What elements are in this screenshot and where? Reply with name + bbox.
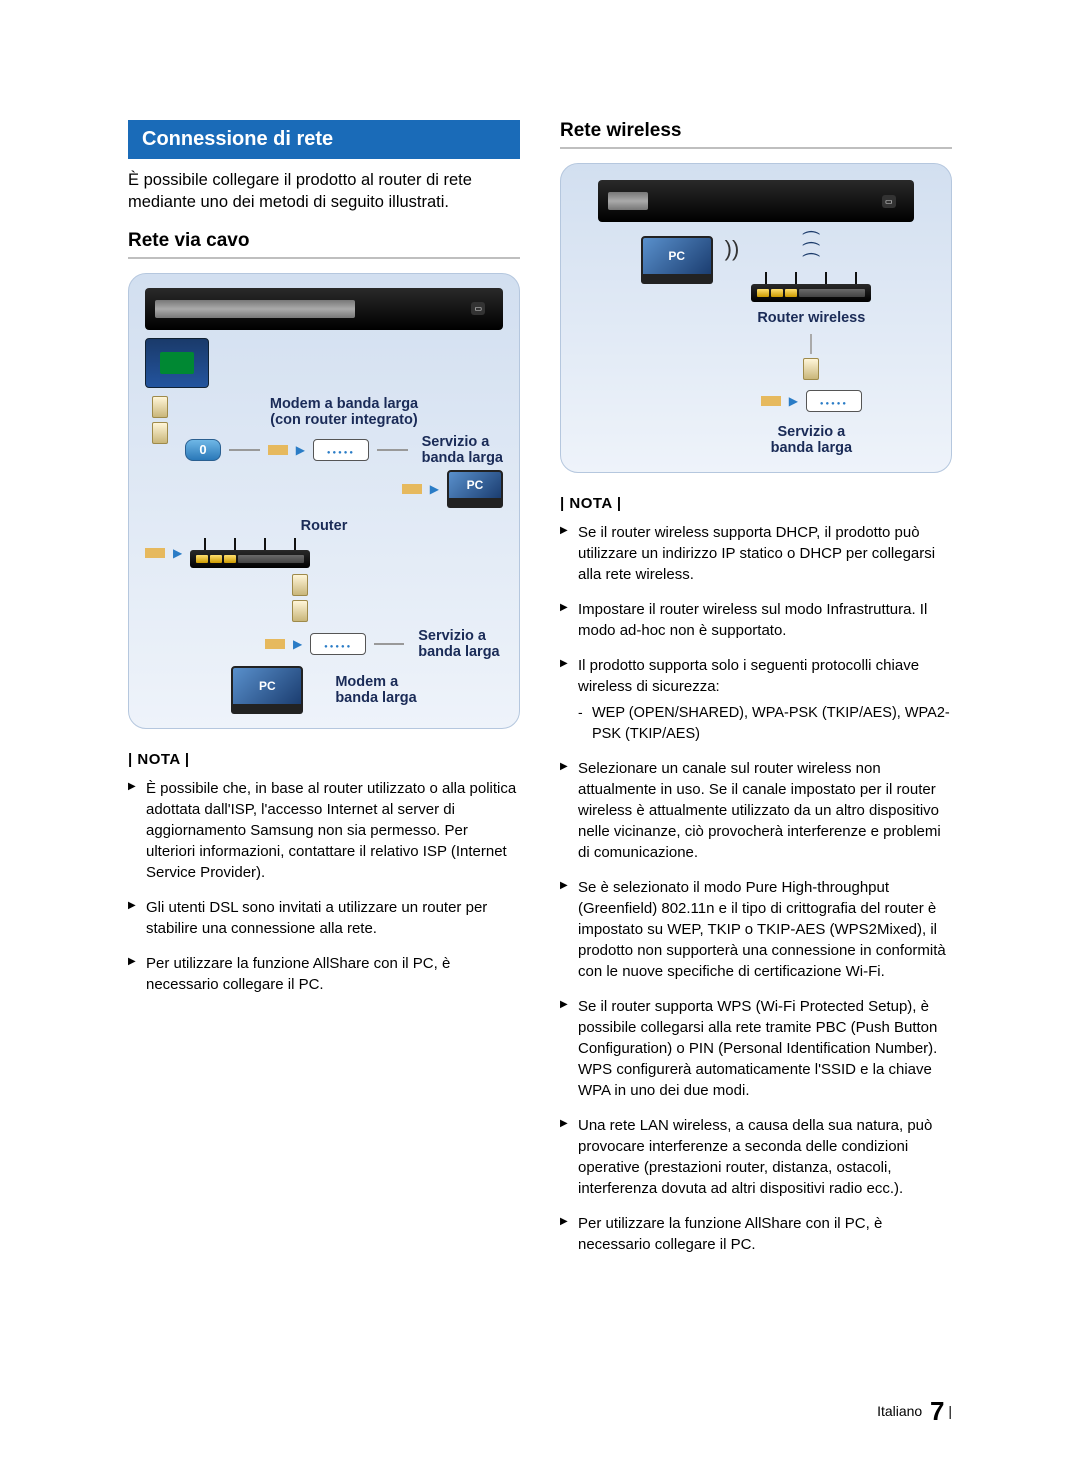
modem-icon: ●●●●● xyxy=(310,633,366,655)
pc-icon: PC xyxy=(641,236,713,284)
note-item: Per utilizzare la funzione AllShare con … xyxy=(128,953,520,995)
arrow-icon: ▶ xyxy=(293,637,302,651)
arrow-icon: ▶ xyxy=(296,443,305,457)
nota-heading-right: | NOTA | xyxy=(560,495,952,512)
port-number-badge: 0 xyxy=(185,439,221,461)
note-item: Se il router wireless supporta DHCP, il … xyxy=(560,522,952,585)
broadband-service-label-2b: banda larga xyxy=(418,644,499,660)
lan-port-block xyxy=(145,338,209,388)
connector-icon xyxy=(268,445,288,455)
note-item: Impostare il router wireless sul modo In… xyxy=(560,599,952,641)
wired-diagram: ▭ Modem a banda larga (con router integr… xyxy=(128,273,520,729)
router-label: Router xyxy=(145,518,503,534)
wireless-router-label: Router wireless xyxy=(757,310,865,326)
rj45-jack-icon xyxy=(803,358,819,380)
right-column: Rete wireless ▭ PC )) ⏜⏜⏜ Router wireles… xyxy=(560,120,952,1269)
network-intro: È possibile collegare il prodotto al rou… xyxy=(128,169,520,214)
nota-heading-left: | NOTA | xyxy=(128,751,520,768)
rj45-jack-icon xyxy=(292,600,308,622)
note-item: È possibile che, in base al router utili… xyxy=(128,778,520,883)
note-subitem: WEP (OPEN/SHARED), WPA-PSK (TKIP/AES), W… xyxy=(578,703,952,744)
wireless-subsection-title: Rete wireless xyxy=(560,120,952,149)
arrow-icon: ▶ xyxy=(173,546,182,560)
integrated-modem-label-line1: Modem a banda larga xyxy=(185,396,503,412)
note-item: Gli utenti DSL sono invitati a utilizzar… xyxy=(128,897,520,939)
wireless-diagram: ▭ PC )) ⏜⏜⏜ Router wireless ▶ ●●●●● xyxy=(560,163,952,473)
broadband-service-label-2: banda larga xyxy=(422,450,503,466)
rj45-jack-icon xyxy=(292,574,308,596)
modem-label-line2: banda larga xyxy=(335,690,416,706)
wifi-waves-icon: ⏜⏜⏜ xyxy=(803,236,820,268)
pc-icon: PC xyxy=(447,470,503,508)
samsung-logo: ▭ xyxy=(882,195,896,208)
modem-label-line1: Modem a xyxy=(335,674,416,690)
footer-bar: | xyxy=(948,1403,952,1419)
wireless-notes-list: Se il router wireless supporta DHCP, il … xyxy=(560,522,952,1255)
modem-icon: ●●●●● xyxy=(806,390,862,412)
broadband-service-label-r2: banda larga xyxy=(771,440,852,456)
rj45-jack-icon xyxy=(152,396,168,418)
note-item: Selezionare un canale sul router wireles… xyxy=(560,758,952,863)
pc-icon: PC xyxy=(231,666,303,714)
broadband-service-label-1b: Servizio a xyxy=(418,628,499,644)
modem-icon: ●●●●● xyxy=(313,439,369,461)
bluray-device: ▭ xyxy=(145,288,503,330)
connector-icon xyxy=(145,548,165,558)
wireless-router-icon xyxy=(751,272,871,302)
arrow-icon: ▶ xyxy=(789,394,798,408)
left-column: Connessione di rete È possibile collegar… xyxy=(128,120,520,1269)
connector-icon xyxy=(265,639,285,649)
section-header-network: Connessione di rete xyxy=(128,120,520,159)
note-item: Il prodotto supporta solo i seguenti pro… xyxy=(560,655,952,744)
note-item: Se è selezionato il modo Pure High-throu… xyxy=(560,877,952,982)
integrated-modem-label-line2: (con router integrato) xyxy=(185,412,503,428)
bluray-device: ▭ xyxy=(598,180,913,222)
arrow-icon: ▶ xyxy=(430,482,439,496)
router-icon xyxy=(190,538,310,568)
page-number: 7 xyxy=(930,1396,944,1426)
samsung-logo: ▭ xyxy=(471,302,485,315)
connector-icon xyxy=(761,396,781,406)
note-item: Una rete LAN wireless, a causa della sua… xyxy=(560,1115,952,1199)
rj45-jack-icon xyxy=(152,422,168,444)
wired-notes-list: È possibile che, in base al router utili… xyxy=(128,778,520,995)
note-text: Il prodotto supporta solo i seguenti pro… xyxy=(578,657,919,695)
broadband-service-label-1: Servizio a xyxy=(422,434,503,450)
footer-language: Italiano xyxy=(877,1403,922,1419)
wifi-signal-icon: )) xyxy=(725,236,740,262)
broadband-service-label-r1: Servizio a xyxy=(771,424,852,440)
note-item: Se il router supporta WPS (Wi-Fi Protect… xyxy=(560,996,952,1101)
wired-subsection-title: Rete via cavo xyxy=(128,230,520,259)
connector-icon xyxy=(402,484,422,494)
page-footer: Italiano 7 | xyxy=(877,1396,952,1427)
note-item: Per utilizzare la funzione AllShare con … xyxy=(560,1213,952,1255)
